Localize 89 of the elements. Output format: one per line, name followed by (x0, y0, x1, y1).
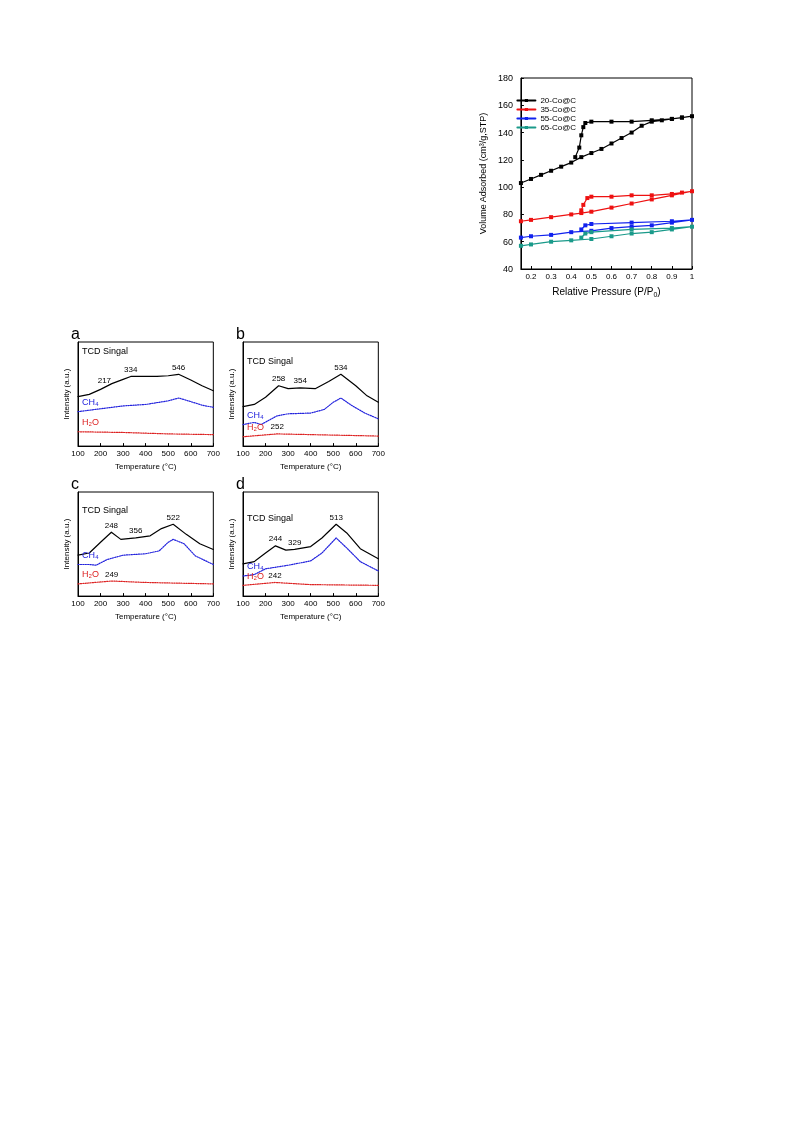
x-tick-label: 700 (371, 448, 386, 458)
legend-label: 35-Co@C (540, 105, 577, 114)
x-tick-label: 400 (138, 598, 153, 608)
x-tick-label: 100 (236, 598, 251, 608)
x-tick-label: 200 (93, 598, 108, 608)
x-tick-label: 200 (258, 448, 273, 458)
annotation: 354 (293, 376, 308, 386)
x-tick-label: 100 (71, 448, 86, 458)
x-tick-label: 400 (303, 448, 318, 458)
x-tick-label: 300 (281, 598, 296, 608)
x-tick-label: 0.7 (626, 271, 638, 281)
x-axis-title: Temperature (°C) (279, 461, 342, 471)
x-tick-label: 500 (326, 448, 341, 458)
annotation: 242 (268, 570, 283, 580)
annotation: 252 (270, 422, 285, 432)
annotation: 244 (268, 534, 283, 544)
x-tick-label: 600 (349, 598, 363, 608)
x-tick-label: 0.8 (646, 271, 658, 281)
y-tick-label: 160 (497, 100, 513, 111)
x-tick-label: 500 (326, 598, 341, 608)
x-tick-label: 300 (116, 448, 131, 458)
x-tick-label: 200 (258, 598, 273, 608)
x-tick-label: 400 (138, 448, 153, 458)
y-tick-label: 80 (502, 209, 513, 220)
y-axis-title: Volume Adsorbed (cm³/g,STP) (477, 112, 488, 235)
x-tick-label: 100 (236, 448, 251, 458)
x-tick-label: 0.9 (666, 271, 678, 281)
x-tick-label: 0.6 (605, 271, 618, 281)
x-tick-label: 0.3 (545, 271, 558, 281)
y-axis-title: Intensity (a.u.) (226, 368, 236, 420)
x-tick-label: 100 (71, 598, 86, 608)
chart-title: b (236, 324, 245, 342)
y-tick-label: 100 (497, 182, 513, 193)
annotation: 329 (287, 537, 302, 547)
x-tick-label: 300 (116, 598, 131, 608)
y-axis-title: Intensity (a.u.) (61, 368, 71, 420)
y-tick-label: 140 (497, 127, 513, 138)
x-tick-label: 500 (161, 448, 176, 458)
x-tick-label: 0.5 (585, 271, 598, 281)
annotation: 513 (329, 512, 344, 522)
text: TCD Singal (247, 356, 294, 367)
text: TCD Singal (82, 346, 129, 357)
series-label: CH₄ (247, 410, 264, 421)
annotation: 334 (124, 364, 138, 374)
x-tick-label: 200 (93, 448, 108, 458)
y-tick-label: 40 (502, 264, 513, 274)
y-axis-title: Intensity (a.u.) (226, 518, 236, 570)
series-label: H₂O (82, 417, 99, 428)
text: TCD Singal (82, 504, 129, 515)
x-tick-label: 0.4 (565, 271, 578, 281)
x-tick-label: 0.2 (525, 271, 538, 281)
y-tick-label: 60 (502, 236, 513, 247)
annotation: 248 (104, 520, 119, 530)
x-tick-label: 400 (303, 598, 318, 608)
x-tick-label: 300 (281, 448, 296, 458)
annotation: 258 (271, 374, 286, 384)
chart-title: a (71, 324, 80, 342)
legend-label: 55-Co@C (540, 114, 577, 123)
series-label: H₂O (247, 570, 264, 581)
annotation: 534 (334, 362, 349, 372)
x-tick-label: 600 (184, 448, 198, 458)
x-tick-label: 700 (371, 598, 386, 608)
series-label: CH₄ (247, 561, 264, 572)
x-tick-label: 700 (206, 448, 221, 458)
series-label: CH₄ (82, 550, 99, 561)
chart-title: d (236, 474, 245, 492)
x-tick-label: 600 (184, 598, 198, 608)
annotation: 546 (171, 362, 186, 372)
y-tick-label: 120 (497, 154, 513, 165)
x-axis-title: Temperature (°C) (279, 611, 342, 621)
chart-title: c (71, 474, 79, 492)
legend-label: 65-Co@C (540, 123, 577, 132)
annotation: 522 (166, 512, 181, 522)
annotation: 249 (104, 569, 119, 579)
x-tick-label: 500 (161, 598, 176, 608)
series-label: H₂O (247, 422, 264, 433)
x-tick-label: 700 (206, 598, 221, 608)
annotation: 217 (97, 376, 112, 386)
text: TCD Singal (247, 513, 294, 524)
x-tick-label: 1 (689, 271, 695, 281)
y-axis-title: Intensity (a.u.) (61, 518, 71, 570)
y-tick-label: 180 (497, 73, 513, 83)
x-tick-label: 600 (349, 448, 363, 458)
annotation: 356 (129, 526, 143, 536)
x-axis-title: Temperature (°C) (114, 611, 177, 621)
series-label: CH₄ (82, 397, 99, 408)
series-label: H₂O (82, 569, 99, 580)
x-axis-title: Temperature (°C) (114, 461, 177, 471)
legend-label: 20-Co@C (540, 96, 577, 105)
